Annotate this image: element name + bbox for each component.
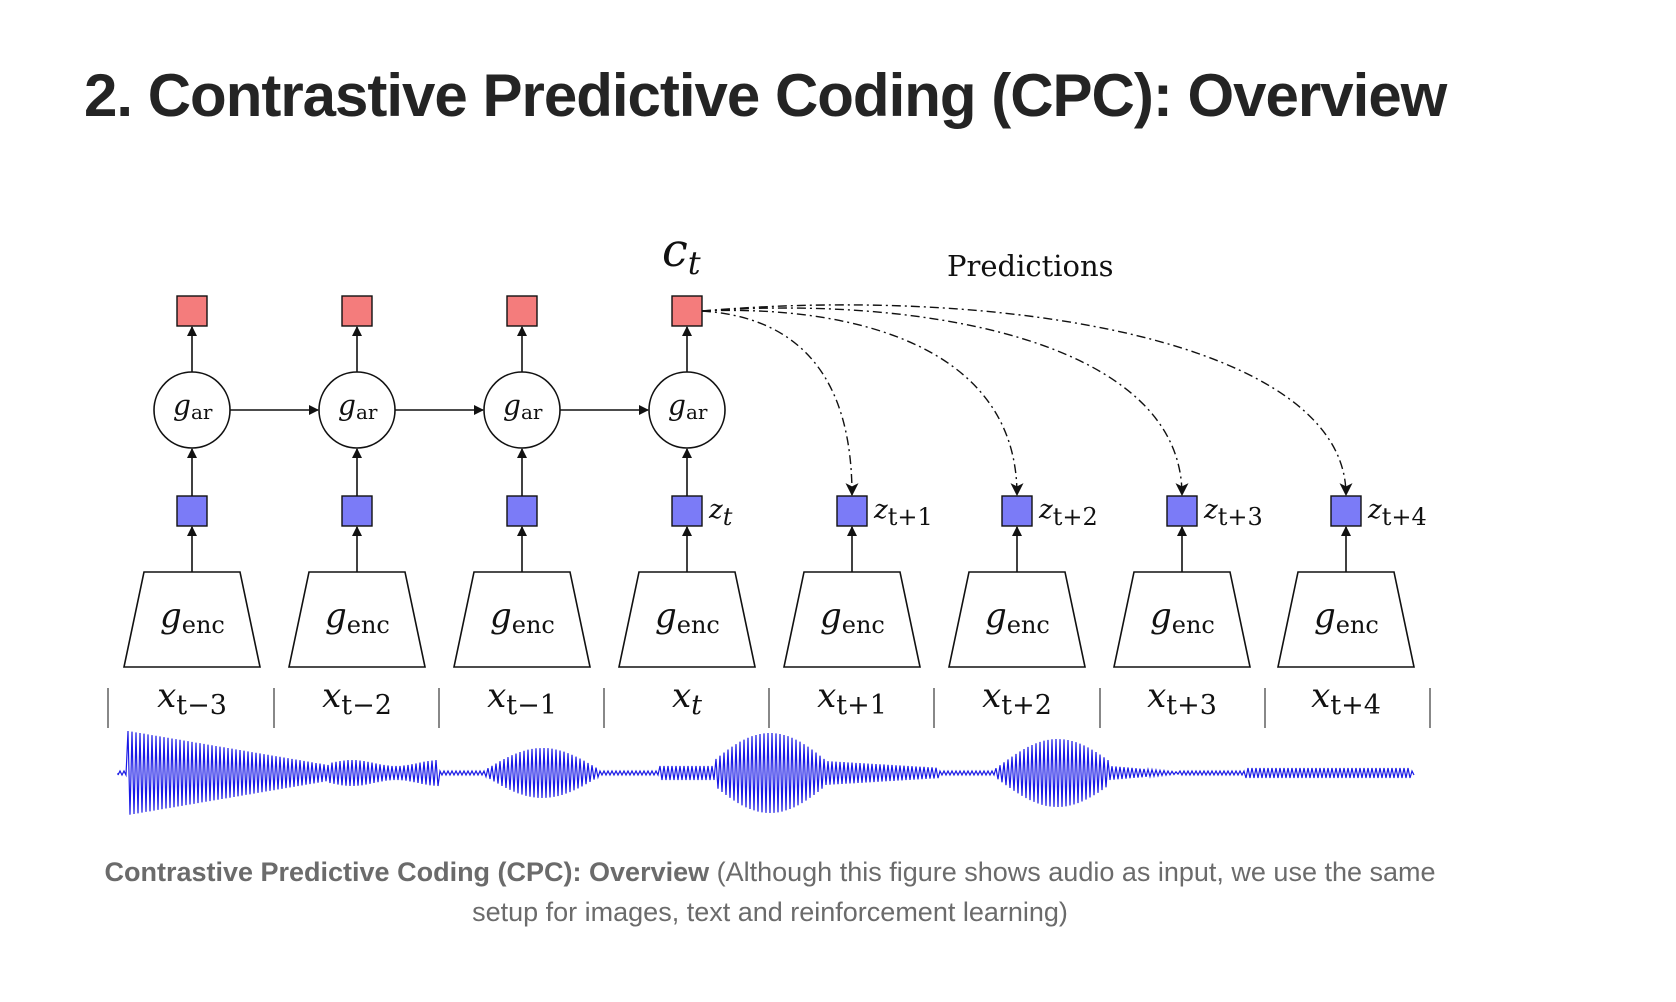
encoder-label: genc xyxy=(160,596,225,639)
input-label: xt+1 xyxy=(817,676,887,721)
latent-label: zt xyxy=(708,495,733,531)
latent-box xyxy=(1166,495,1198,527)
input-label: xt+2 xyxy=(982,676,1052,721)
context-box xyxy=(671,295,703,327)
encoder-box xyxy=(618,571,756,668)
predictions-label: Predictions xyxy=(947,249,1114,283)
input-label: xt+3 xyxy=(1147,676,1217,721)
column-8: genc zt+4 xt+4 xyxy=(1277,495,1427,721)
ar-label: gar xyxy=(503,389,543,424)
ar-unit-1: gar xyxy=(153,295,319,496)
column-6: genc zt+2 xt+2 xyxy=(948,495,1098,721)
latent-label: zt+1 xyxy=(873,495,933,531)
latent-box xyxy=(836,495,868,527)
latent-label: zt+2 xyxy=(1038,495,1098,531)
prediction-arc-3 xyxy=(701,307,1189,497)
column-2: genc xt−2 xyxy=(288,495,426,721)
encoder-box xyxy=(123,571,261,668)
encoder-box xyxy=(1277,571,1415,668)
column-7: genc zt+3 xt+3 xyxy=(1113,495,1263,721)
caption-bold: Contrastive Predictive Coding (CPC): Ove… xyxy=(104,857,710,887)
latent-box xyxy=(506,495,538,527)
latent-label: zt+4 xyxy=(1367,495,1427,531)
encoder-box xyxy=(1113,571,1251,668)
context-box xyxy=(176,295,208,327)
latent-box xyxy=(176,495,208,527)
encoder-label: genc xyxy=(1314,596,1379,639)
latent-box xyxy=(1330,495,1362,527)
figure-caption: Contrastive Predictive Coding (CPC): Ove… xyxy=(95,852,1445,932)
encoder-label: genc xyxy=(820,596,885,639)
input-label: xt−1 xyxy=(487,676,557,721)
prediction-arc-4 xyxy=(701,304,1353,497)
encoder-columns: genc xt−3 genc xt−2 genc xt−1 genc zt xt genc zt+1… xyxy=(123,495,1427,721)
encoder-box xyxy=(288,571,426,668)
encoder-label: genc xyxy=(655,596,720,639)
column-1: genc xt−3 xyxy=(123,495,261,721)
ar-label: gar xyxy=(668,389,708,424)
column-3: genc xt−1 xyxy=(453,495,591,721)
input-label: xt−3 xyxy=(157,676,227,721)
ar-chain: gar gar gar gar xyxy=(153,295,726,496)
encoder-label: genc xyxy=(325,596,390,639)
encoder-label: genc xyxy=(1150,596,1215,639)
encoder-label: genc xyxy=(490,596,555,639)
encoder-box xyxy=(783,571,921,668)
context-label: ct xyxy=(662,223,701,282)
input-label: xt xyxy=(672,676,702,721)
column-4: genc zt xt xyxy=(618,495,756,721)
ar-label: gar xyxy=(338,389,378,424)
ar-label: gar xyxy=(173,389,213,424)
section-heading: 2. Contrastive Predictive Coding (CPC): … xyxy=(84,62,1447,129)
waveform-path xyxy=(117,730,1415,815)
encoder-label: genc xyxy=(985,596,1050,639)
input-separators xyxy=(107,688,1431,728)
latent-box xyxy=(341,495,373,527)
encoder-box xyxy=(453,571,591,668)
ar-unit-2: gar xyxy=(318,295,484,496)
latent-label: zt+3 xyxy=(1203,495,1263,531)
column-5: genc zt+1 xt+1 xyxy=(783,495,933,721)
context-box xyxy=(341,295,373,327)
input-label: xt+4 xyxy=(1311,676,1381,721)
prediction-arc-1 xyxy=(701,310,859,497)
latent-box xyxy=(1001,495,1033,527)
ar-unit-4: gar xyxy=(648,295,726,496)
context-box xyxy=(506,295,538,327)
latent-box xyxy=(671,495,703,527)
prediction-arc-2 xyxy=(701,309,1024,497)
encoder-box xyxy=(948,571,1086,668)
input-label: xt−2 xyxy=(322,676,392,721)
prediction-arcs xyxy=(701,304,1353,497)
ar-unit-3: gar xyxy=(483,295,649,496)
caption-text: (Although this figure shows audio as inp… xyxy=(472,857,1436,927)
audio-waveform xyxy=(117,730,1415,815)
